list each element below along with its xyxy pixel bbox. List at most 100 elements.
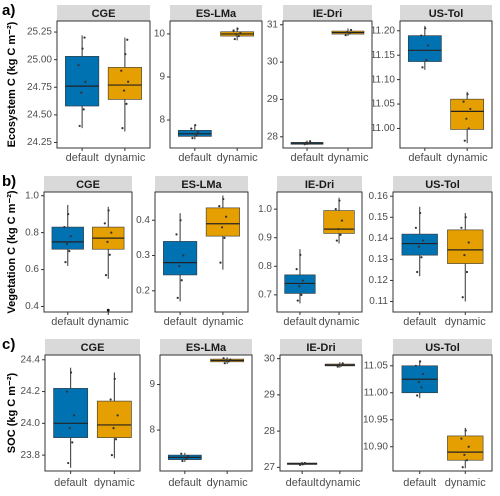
point — [465, 270, 469, 274]
strip — [400, 5, 492, 21]
strip — [170, 5, 262, 21]
y-tick-label: 0.12 — [369, 275, 389, 286]
point — [83, 36, 86, 39]
point — [422, 372, 425, 375]
strip — [280, 339, 362, 355]
y-tick-label: 24.0 — [21, 418, 41, 429]
x-tick-label: default — [403, 316, 436, 328]
point — [464, 429, 467, 432]
y-tick-label: 25.25 — [27, 27, 52, 38]
x-tick-label: default — [51, 316, 84, 328]
x-tick-label: dynamic — [327, 152, 368, 164]
box — [401, 233, 438, 256]
y-tick-label: 23.8 — [21, 450, 41, 461]
point — [239, 31, 242, 35]
point — [225, 215, 228, 218]
point — [301, 279, 304, 282]
point — [229, 358, 232, 361]
strip — [283, 5, 372, 21]
point — [175, 233, 178, 236]
point — [341, 362, 344, 365]
x-tick-label: default — [66, 152, 99, 164]
y-tick-label: 25.00 — [27, 54, 52, 65]
y-tick-label: 28 — [267, 131, 279, 142]
y-tick-label: 24.2 — [21, 386, 41, 397]
panel-title: US-Tol — [425, 342, 460, 354]
point — [420, 386, 423, 389]
y-tick-label: 0.7 — [258, 289, 272, 300]
point — [337, 228, 340, 231]
point — [469, 107, 472, 111]
y-tick-label: 9 — [159, 72, 165, 83]
point — [107, 209, 110, 212]
panel-title: US-Tol — [425, 179, 460, 191]
panel-tag: b) — [2, 173, 16, 190]
point — [195, 134, 198, 137]
x-tick-label: dynamic — [447, 152, 488, 164]
point — [182, 456, 186, 459]
y-tick-label: 0.16 — [369, 191, 389, 202]
point — [416, 270, 419, 274]
strip — [393, 339, 492, 355]
point — [340, 219, 344, 222]
point — [299, 253, 302, 256]
point — [77, 64, 80, 67]
panel-frame — [282, 20, 373, 149]
y-tick-label: 11.00 — [364, 387, 389, 398]
point — [176, 296, 179, 299]
point — [72, 414, 76, 417]
y-tick-label: 27 — [264, 462, 276, 473]
point — [103, 222, 106, 225]
point — [419, 360, 422, 363]
y-tick-label: 0.8 — [25, 227, 39, 238]
point — [422, 239, 425, 242]
point — [108, 253, 111, 256]
y-tick-label: 0.13 — [369, 254, 389, 265]
outlier — [106, 308, 110, 312]
y-tick-label: 29 — [267, 94, 279, 105]
y-tick-label: 24.25 — [27, 137, 52, 148]
point — [194, 124, 197, 127]
point — [309, 140, 312, 143]
point — [116, 414, 119, 417]
y-tick-label: 8 — [149, 425, 155, 436]
point — [64, 261, 67, 264]
panel-title: CGE — [92, 8, 116, 20]
x-tick-label: dynamic — [445, 477, 486, 489]
point — [298, 285, 301, 288]
box — [407, 35, 442, 62]
point — [463, 139, 466, 142]
y-tick-label: 1.0 — [258, 204, 272, 215]
point — [463, 453, 466, 456]
x-tick-label: default — [178, 152, 211, 164]
point — [112, 426, 115, 430]
y-tick-label: 10.95 — [363, 414, 388, 425]
panel-title: IE-Dri — [306, 342, 335, 354]
point — [190, 127, 193, 130]
point — [465, 459, 469, 462]
point — [69, 235, 72, 238]
panel-title: ES-LMa — [186, 342, 227, 354]
box — [163, 241, 198, 276]
strip — [44, 176, 132, 192]
point — [81, 47, 84, 50]
y-tick-label: 29 — [264, 390, 276, 401]
panel-title: CGE — [81, 342, 105, 354]
strip — [45, 339, 140, 355]
x-tick-label: dynamic — [217, 152, 258, 164]
point — [179, 219, 182, 222]
point — [185, 457, 188, 460]
y-tick-label: 24.50 — [27, 110, 52, 121]
y-axis-label: SOC (kg C m⁻²) — [6, 372, 18, 453]
x-tick-label: dynamic — [207, 477, 248, 489]
point — [71, 441, 74, 444]
point — [346, 31, 349, 34]
y-tick-label: 0.8 — [258, 261, 272, 272]
y-tick-label: 0.11 — [369, 296, 388, 307]
panel-title: CGE — [76, 179, 100, 191]
point — [467, 127, 470, 130]
x-tick-label: dynamic — [319, 477, 360, 489]
point — [236, 27, 239, 30]
point — [82, 108, 85, 111]
x-tick-label: default — [168, 477, 201, 489]
